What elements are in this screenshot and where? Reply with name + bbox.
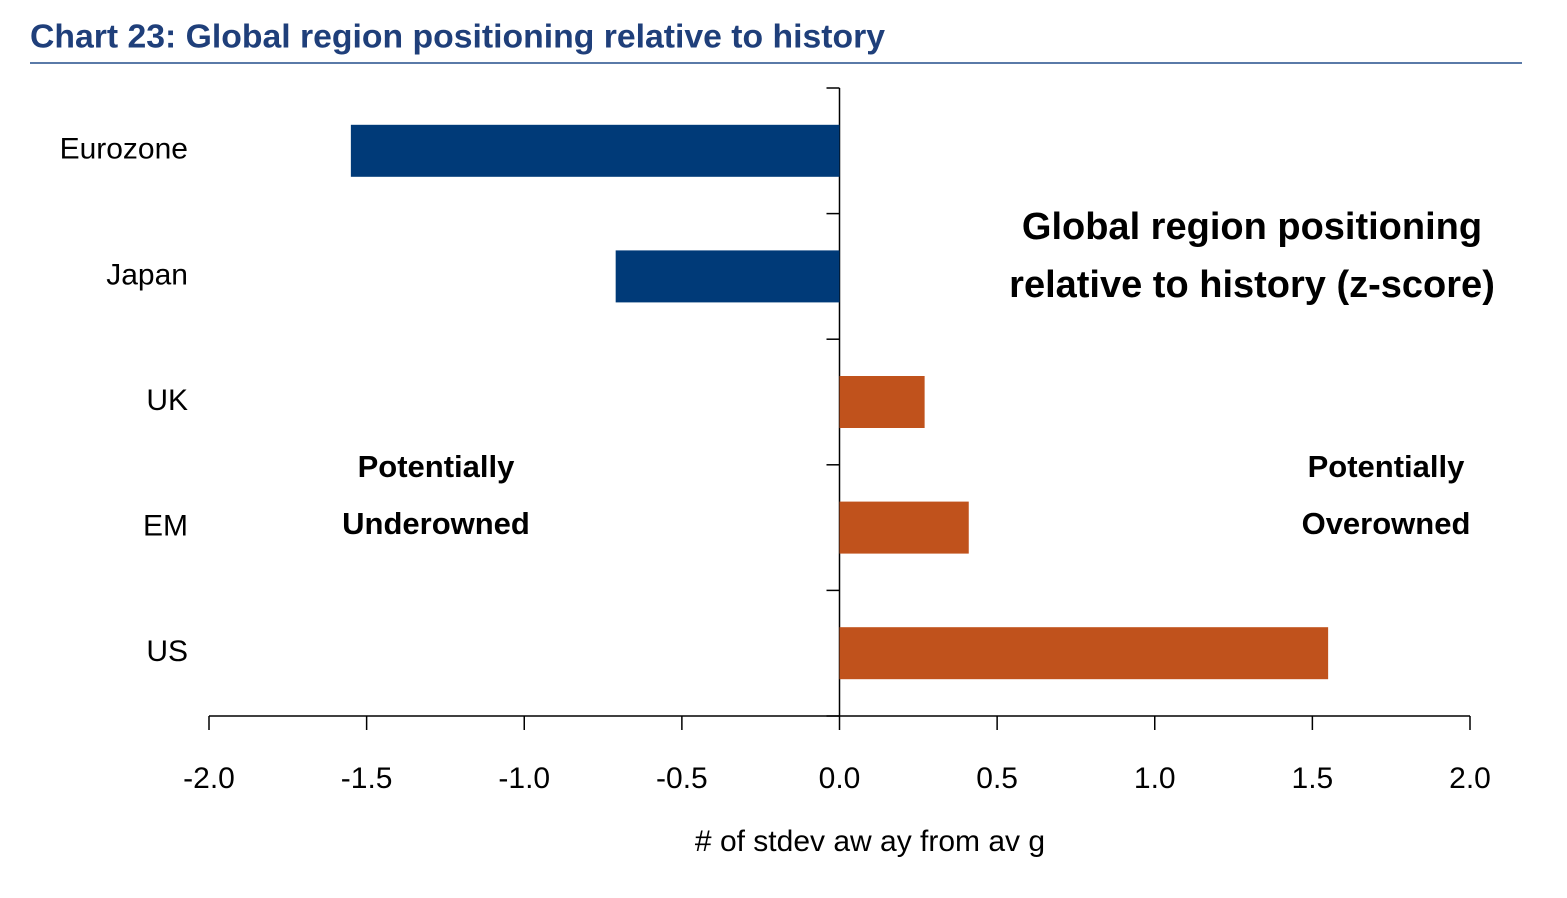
x-tick-label: 0.5	[976, 762, 1018, 795]
annotation: Potentially	[358, 449, 516, 484]
chart-title: Chart 23: Global region positioning rela…	[30, 18, 886, 55]
x-tick-label: 2.0	[1449, 762, 1491, 795]
bar	[839, 376, 925, 428]
y-tick-label: US	[146, 635, 188, 668]
annotation: Potentially	[1308, 449, 1466, 484]
x-tick-label: 1.0	[1134, 762, 1176, 795]
x-tick-label: -0.5	[656, 762, 708, 795]
y-tick-label: Eurozone	[60, 133, 188, 166]
bar	[839, 501, 969, 554]
x-tick-label: 1.5	[1292, 762, 1334, 795]
bar	[839, 627, 1329, 680]
annotation: relative to history (z-score)	[1009, 264, 1495, 306]
bar	[615, 250, 840, 303]
y-tick-label: EM	[143, 510, 188, 543]
x-tick-label: 0.0	[819, 762, 861, 795]
annotation: Global region positioning	[1022, 206, 1482, 248]
annotation: Overowned	[1302, 506, 1471, 541]
y-tick-label: Japan	[106, 258, 188, 291]
y-tick-label: UK	[146, 384, 188, 417]
x-tick-label: -1.0	[498, 762, 550, 795]
x-axis-label: # of stdev aw ay from av g	[695, 825, 1045, 858]
x-tick-label: -1.5	[341, 762, 393, 795]
x-tick-label: -2.0	[183, 762, 235, 795]
annotation: Underowned	[342, 506, 530, 541]
bar	[350, 124, 840, 177]
